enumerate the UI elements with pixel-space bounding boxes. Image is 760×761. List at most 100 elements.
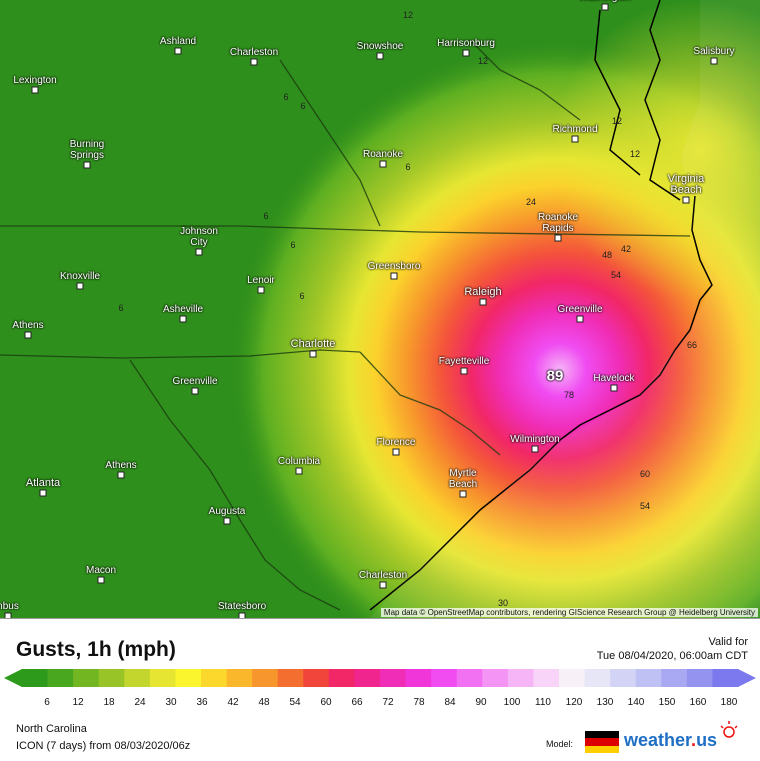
city-label: Washington xyxy=(579,0,631,3)
city-label: Salisbury xyxy=(693,46,735,57)
scale-swatch xyxy=(328,669,355,687)
city-marker xyxy=(31,86,39,94)
city-label: Wilmington xyxy=(510,434,560,445)
city-marker xyxy=(83,161,91,169)
city-label: Charlotte xyxy=(290,338,336,350)
contour-label: 24 xyxy=(525,197,537,207)
scale-swatch xyxy=(405,669,432,687)
contour-label: 6 xyxy=(263,211,269,221)
germany-flag-icon xyxy=(585,731,619,753)
city-marker xyxy=(195,248,203,256)
city-label: Johnson City xyxy=(180,226,218,248)
contour-label: 6 xyxy=(405,162,411,172)
city-marker xyxy=(223,517,231,525)
city-label: Athens xyxy=(105,460,137,471)
contour-label: 30 xyxy=(497,598,509,608)
city-label: Athens xyxy=(12,320,44,331)
flag-stripe-gold xyxy=(585,745,619,753)
scale-tick-label: 18 xyxy=(103,697,115,708)
city-marker xyxy=(390,272,398,280)
contour-label: 6 xyxy=(118,303,124,313)
peak-gust-label: 89 xyxy=(546,367,564,385)
scale-swatch xyxy=(354,669,381,687)
city-label: Charleston xyxy=(358,570,408,581)
city-label: Fayetteville xyxy=(438,356,490,367)
scale-swatch xyxy=(507,669,534,687)
scale-tick-label: 110 xyxy=(535,697,551,708)
scale-swatch xyxy=(686,669,713,687)
city-label: Atlanta xyxy=(25,477,61,489)
city-marker xyxy=(554,234,562,242)
city-label: Lenoir xyxy=(247,275,275,286)
city-marker xyxy=(601,3,609,11)
contour-label: 78 xyxy=(563,390,575,400)
city-marker xyxy=(191,387,199,395)
scale-tick-label: 66 xyxy=(351,697,363,708)
brand-tld: us xyxy=(696,730,718,750)
city-marker xyxy=(462,49,470,57)
scale-tick-label: 160 xyxy=(689,697,707,708)
scale-swatch xyxy=(456,669,483,687)
scale-swatch xyxy=(431,669,458,687)
contour-label: 54 xyxy=(610,270,622,280)
city-marker xyxy=(97,576,105,584)
scale-swatch xyxy=(712,669,739,687)
city-marker xyxy=(710,57,718,65)
city-marker xyxy=(39,489,47,497)
city-label: Havelock xyxy=(593,373,635,384)
city-marker xyxy=(460,367,468,375)
city-label: Greenville xyxy=(172,376,218,387)
brand-logo[interactable]: weather.us xyxy=(624,730,717,751)
scale-tick-label: 78 xyxy=(413,697,425,708)
valid-datetime: Tue 08/04/2020, 06:00am CDT xyxy=(596,650,748,662)
gust-field xyxy=(0,0,760,618)
scale-swatch xyxy=(277,669,304,687)
city-marker xyxy=(682,196,690,204)
scale-swatch xyxy=(303,669,330,687)
city-marker xyxy=(179,315,187,323)
legend-panel: Gusts, 1h (mph) Valid for Tue 08/04/2020… xyxy=(0,618,760,761)
scale-swatch xyxy=(98,669,125,687)
contour-label: 54 xyxy=(639,501,651,511)
contour-label: 6 xyxy=(283,92,289,102)
city-label: Columbia xyxy=(277,456,321,467)
city-marker xyxy=(238,612,246,618)
map-title: Gusts, 1h (mph) xyxy=(16,638,176,661)
city-marker xyxy=(610,384,618,392)
city-marker xyxy=(576,315,584,323)
scale-swatch xyxy=(124,669,151,687)
color-scale xyxy=(4,669,756,687)
city-label: Harrisonburg xyxy=(437,38,495,49)
scale-swatch xyxy=(73,669,100,687)
city-label: Statesboro xyxy=(217,601,267,612)
city-label: Virginia Beach xyxy=(667,173,705,196)
gust-map[interactable]: Washington Ashland Charleston Snowshoe Harri… xyxy=(0,0,760,618)
scale-swatch xyxy=(226,669,253,687)
scale-tick-label: 36 xyxy=(196,697,208,708)
city-marker xyxy=(295,467,303,475)
scale-tick-label: 48 xyxy=(258,697,270,708)
scale-swatch xyxy=(661,669,688,687)
scale-tick-label: 6 xyxy=(44,697,50,708)
city-label: Roanoke xyxy=(362,149,404,160)
scale-swatch xyxy=(252,669,279,687)
contour-label: 12 xyxy=(477,56,489,66)
city-marker xyxy=(459,490,467,498)
city-marker xyxy=(257,286,265,294)
contour-label: 12 xyxy=(629,149,641,159)
city-label: Charleston xyxy=(229,47,279,58)
scale-tick-label: 90 xyxy=(475,697,487,708)
map-attribution[interactable]: Map data © OpenStreetMap contributors, r… xyxy=(380,608,758,617)
contour-label: 6 xyxy=(300,101,306,111)
city-label: Burning Springs xyxy=(69,139,105,161)
scale-tick-label: 150 xyxy=(658,697,676,708)
sun-icon xyxy=(720,721,738,738)
city-label: Florence xyxy=(376,437,416,448)
city-marker xyxy=(392,448,400,456)
model-run: ICON (7 days) from 08/03/2020/06z xyxy=(16,740,191,752)
contour-label: 12 xyxy=(611,116,623,126)
scale-swatch xyxy=(175,669,202,687)
brand-name: weather xyxy=(624,730,692,750)
city-label: Roanoke Rapids xyxy=(537,212,579,234)
city-marker xyxy=(76,282,84,290)
